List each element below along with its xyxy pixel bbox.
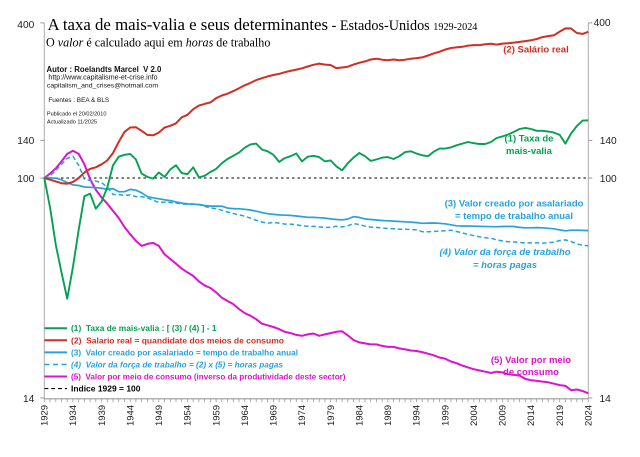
- svg-text:(5) Valor por meio: (5) Valor por meio: [491, 355, 571, 366]
- svg-text:2024: 2024: [584, 405, 595, 426]
- svg-text:400: 400: [17, 20, 34, 31]
- svg-text:1994: 1994: [412, 405, 423, 426]
- svg-text:de consumo: de consumo: [503, 367, 559, 378]
- svg-text:100: 100: [17, 174, 34, 185]
- svg-text:(3) Valor creado por asalariad: (3) Valor creado por asalariado: [445, 198, 584, 209]
- svg-text:1989: 1989: [383, 405, 394, 426]
- svg-text:1969: 1969: [269, 405, 280, 426]
- svg-text:1999: 1999: [440, 405, 451, 426]
- svg-text:Autor : Roelandts Marcel V 2.: Autor : Roelandts Marcel V 2.0: [47, 65, 162, 74]
- svg-text:(3) Valor creado por asalaria: (3) Valor creado por asalariado = tempo …: [71, 347, 298, 357]
- svg-text:Actualizado 11/2025: Actualizado 11/2025: [47, 119, 97, 125]
- svg-text:(1) Taxa de: (1) Taxa de: [505, 134, 554, 145]
- svg-text:1949: 1949: [154, 405, 165, 426]
- svg-text:1964: 1964: [240, 405, 251, 426]
- svg-text:capitalism_and_crises@hotmail.: capitalism_and_crises@hotmail.com: [47, 83, 158, 90]
- svg-text:2019: 2019: [555, 405, 566, 426]
- svg-text:100: 100: [600, 174, 617, 185]
- svg-text:14: 14: [600, 394, 612, 405]
- svg-text:Fuentes : BEA & BLS: Fuentes : BEA & BLS: [48, 97, 109, 104]
- svg-text:Indice 1929 = 100: Indice 1929 = 100: [71, 384, 141, 394]
- svg-text:140: 140: [17, 136, 34, 147]
- svg-text:1979: 1979: [326, 405, 337, 426]
- svg-text:Publicado el 20/02/2010: Publicado el 20/02/2010: [47, 112, 107, 118]
- svg-text:O valor é calculado aqui em ho: O valor é calculado aqui em horas de tra…: [46, 35, 270, 49]
- svg-text:400: 400: [594, 18, 611, 29]
- svg-text:2004: 2004: [469, 405, 480, 426]
- svg-text:1959: 1959: [211, 405, 222, 426]
- svg-text:(2) Salario real = quandidate: (2) Salario real = quandidate dos meios …: [71, 335, 284, 345]
- svg-text:= tempo de trabalho anual: = tempo de trabalho anual: [455, 211, 573, 222]
- svg-text:1954: 1954: [183, 405, 194, 426]
- svg-text:1944: 1944: [125, 405, 136, 426]
- svg-text:A taxa de mais-valia e seus de: A taxa de mais-valia e seus determinante…: [48, 15, 478, 34]
- svg-text:1984: 1984: [354, 405, 365, 426]
- svg-text:(4) Valor da força de trabalh: (4) Valor da força de trabalho = (2) x (…: [71, 360, 283, 370]
- svg-text:14: 14: [23, 394, 35, 405]
- svg-text:(5) Valor por meio de consumo: (5) Valor por meio de consumo (inverso d…: [71, 372, 346, 382]
- svg-text:(4) Valor da força de trabalho: (4) Valor da força de trabalho: [439, 247, 570, 258]
- svg-text:2009: 2009: [498, 405, 509, 426]
- svg-text:mais-valia: mais-valia: [506, 146, 553, 157]
- svg-text:140: 140: [600, 136, 617, 147]
- svg-text:1974: 1974: [297, 405, 308, 426]
- svg-text:(1) Taxa de mais-valia : [ (3: (1) Taxa de mais-valia : [ (3) / (4) ] -…: [71, 323, 217, 333]
- svg-text:1934: 1934: [68, 405, 79, 426]
- svg-text:2014: 2014: [526, 405, 537, 426]
- svg-text:(2) Salário real: (2) Salário real: [503, 44, 568, 55]
- svg-text:1939: 1939: [97, 405, 108, 426]
- svg-text:= horas pagas: = horas pagas: [473, 260, 537, 271]
- svg-text:http://www.capitalisme-et-cris: http://www.capitalisme-et-crise.info: [48, 74, 157, 82]
- svg-text:1929: 1929: [40, 405, 51, 426]
